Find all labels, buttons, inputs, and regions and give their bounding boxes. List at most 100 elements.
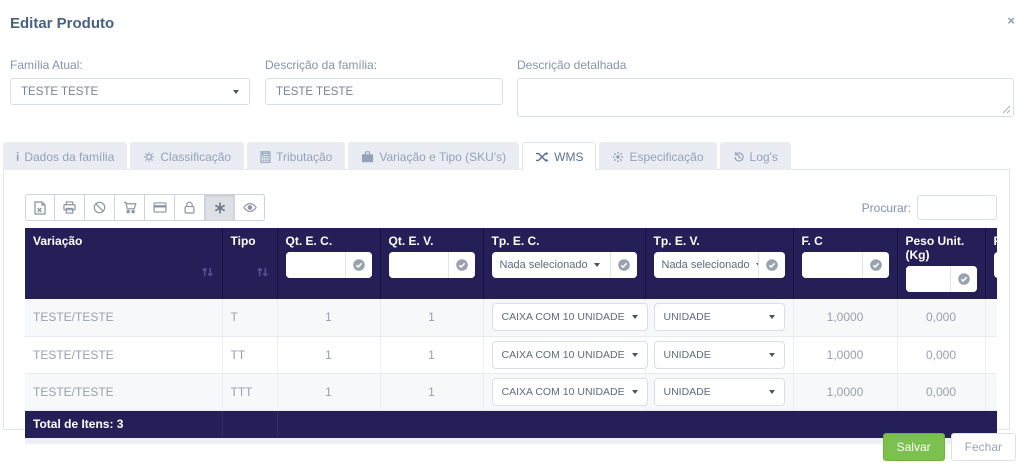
credit-card-button[interactable] [145, 194, 175, 221]
chevron-down-icon [631, 315, 638, 320]
select-value: UNIDADE [663, 348, 711, 361]
filter-fc-input[interactable] [801, 252, 862, 278]
visibility-button[interactable] [235, 194, 265, 221]
tab-label: Variação e Tipo (SKU's) [379, 149, 507, 164]
column-header-variacao[interactable]: Variação [25, 228, 223, 299]
lock-button[interactable] [175, 194, 205, 221]
filter-fc [801, 252, 889, 278]
filter-truncated-input[interactable] [993, 252, 997, 278]
column-header-truncated: Pe [985, 228, 997, 299]
cart-button[interactable] [115, 194, 145, 221]
descricao-detalhada-textarea[interactable] [517, 78, 1014, 117]
chevron-down-icon [768, 352, 775, 357]
close-icon[interactable]: × [1007, 13, 1015, 28]
filter-apply-button[interactable] [757, 252, 785, 278]
filter-apply-button[interactable] [949, 266, 977, 292]
resize-grip-icon[interactable] [1002, 105, 1011, 114]
filter-tp-ev-select[interactable]: Nada selecionado [654, 252, 762, 278]
filter-apply-button[interactable] [609, 252, 637, 278]
tab-variacao-e-tipo[interactable]: Variação e Tipo (SKU's) [348, 142, 520, 170]
familia-atual-value: TESTE TESTE [21, 85, 99, 98]
table-row: TESTE/TESTE TT 1 1 CAIXA COM 10 UNIDADE [25, 336, 997, 374]
briefcase-icon [361, 150, 374, 163]
cell-variacao: TESTE/TESTE [25, 373, 223, 411]
familia-atual-label: Família Atual: [10, 58, 83, 72]
total-items-label: Total de Itens: 3 [25, 410, 223, 438]
tp-ec-select[interactable]: CAIXA COM 10 UNIDADE [491, 377, 648, 406]
tab-tributacao[interactable]: Tributação [247, 142, 346, 170]
search-group: Procurar: [862, 195, 997, 220]
column-header-fc: F. C [793, 228, 898, 299]
tab-content-panel: Procurar: Variação [3, 169, 1010, 444]
tab-label: Tributação [276, 149, 333, 164]
tp-ec-select[interactable]: CAIXA COM 10 UNIDADE [491, 340, 648, 369]
credit-card-icon [152, 202, 167, 213]
chevron-down-icon [768, 315, 775, 320]
cell-tipo: TT [222, 336, 278, 374]
sort-icon [256, 266, 269, 278]
chevron-down-icon [593, 263, 600, 267]
tab-especificacao[interactable]: Especificação [599, 142, 717, 170]
cell-peso-unit: 0,000 [897, 336, 986, 374]
column-label: Tipo [230, 234, 256, 248]
export-excel-button[interactable] [25, 194, 55, 221]
filter-apply-button[interactable] [861, 252, 889, 278]
cell-qt-ev: 1 [380, 299, 484, 337]
cell-fc: 1,0000 [793, 299, 898, 337]
print-icon [63, 201, 76, 214]
tab-bar: i Dados da família Classificação Tributa… [3, 142, 791, 171]
cart-icon [123, 201, 137, 214]
cell-qt-ec: 1 [277, 373, 381, 411]
cell-variacao: TESTE/TESTE [25, 336, 223, 374]
descricao-detalhada-label: Descrição detalhada [517, 58, 627, 72]
ban-icon [93, 201, 106, 214]
disable-button[interactable] [85, 194, 115, 221]
tab-label: Classificação [160, 149, 232, 164]
close-button[interactable]: Fechar [950, 433, 1016, 461]
cell-tp-ec: CAIXA COM 10 UNIDADE [483, 336, 648, 374]
filter-apply-button[interactable] [344, 252, 372, 278]
info-icon: i [16, 149, 20, 164]
sort-icon [201, 266, 214, 278]
column-header-tipo[interactable]: Tipo [222, 228, 278, 299]
familia-atual-select[interactable]: TESTE TESTE [10, 78, 250, 105]
tab-dados-da-familia[interactable]: i Dados da família [3, 142, 128, 170]
page-title: Editar Produto [10, 15, 115, 32]
filter-qt-ec-input[interactable] [285, 252, 345, 278]
table-toolbar: Procurar: [25, 194, 997, 221]
asterisk-button[interactable] [205, 194, 235, 221]
descricao-familia-label: Descrição da família: [265, 58, 378, 72]
column-label: Tp. E. V. [653, 234, 700, 248]
tp-ev-select[interactable]: UNIDADE [653, 303, 785, 332]
descricao-familia-input[interactable]: TESTE TESTE [265, 78, 503, 105]
descricao-familia-group: Descrição da família: TESTE TESTE [265, 58, 503, 105]
save-button[interactable]: Salvar [882, 433, 945, 461]
filter-apply-button[interactable] [447, 252, 475, 278]
filter-tp-ec-select[interactable]: Nada selecionado [492, 252, 610, 278]
modal-footer: Salvar Fechar [882, 433, 1016, 461]
print-button[interactable] [55, 194, 85, 221]
table-row: TESTE/TESTE TTT 1 1 CAIXA COM 10 UNIDADE [25, 373, 997, 411]
footer-empty-cell [277, 410, 997, 438]
history-icon [733, 151, 745, 163]
column-label: Qt. E. C. [285, 234, 333, 248]
tp-ev-select[interactable]: UNIDADE [653, 340, 785, 369]
cell-qt-ec: 1 [277, 299, 381, 337]
horizontal-scrollbar[interactable] [25, 438, 997, 444]
cell-tp-ev: UNIDADE [645, 299, 794, 337]
select-value: Nada selecionado [661, 259, 750, 271]
filter-peso-unit-input[interactable] [905, 266, 950, 292]
tab-classificacao[interactable]: Classificação [130, 142, 245, 170]
filter-qt-ev-input[interactable] [388, 252, 448, 278]
column-header-tp-ev: Tp. E. V. Nada selecionado [645, 228, 794, 299]
cog-icon [612, 151, 624, 163]
tab-label: WMS [554, 150, 584, 164]
tab-logs[interactable]: Log's [719, 142, 791, 170]
tp-ec-select[interactable]: CAIXA COM 10 UNIDADE [491, 303, 648, 332]
chevron-down-icon [631, 389, 638, 394]
tab-wms[interactable]: WMS [522, 142, 597, 171]
search-input[interactable] [917, 195, 997, 220]
column-header-qt-ev: Qt. E. V. [380, 228, 484, 299]
tp-ev-select[interactable]: UNIDADE [653, 377, 785, 406]
column-label: Pe [994, 234, 998, 248]
